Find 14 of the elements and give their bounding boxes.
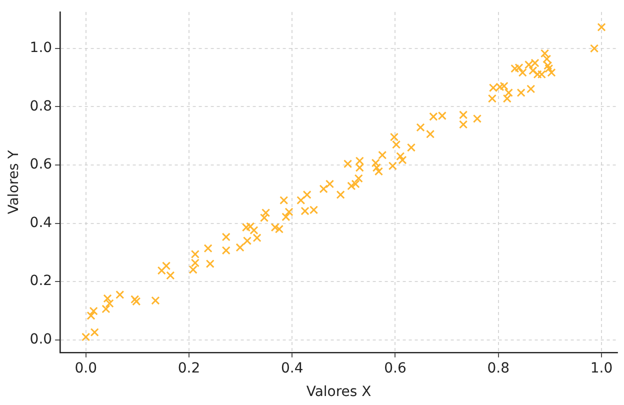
y-tick-label: 0.0	[30, 332, 52, 348]
x-tick-label: 0.8	[487, 360, 510, 376]
x-tick-label: 0.4	[280, 360, 304, 376]
y-tick-label: 1.0	[30, 40, 52, 56]
y-tick-label: 0.4	[30, 214, 52, 231]
x-tick-label: 0.2	[178, 360, 200, 376]
y-tick-label: 0.6	[30, 156, 52, 173]
x-axis-title: Valores X	[306, 384, 372, 400]
x-tick-label: 1.0	[590, 360, 613, 376]
y-tick-label: 0.8	[30, 98, 52, 114]
x-tick-label: 0.6	[384, 360, 406, 376]
y-axis-title: Valores Y	[6, 150, 22, 214]
x-tick-label: 0.0	[74, 360, 97, 376]
y-tick-label: 0.2	[30, 273, 52, 290]
